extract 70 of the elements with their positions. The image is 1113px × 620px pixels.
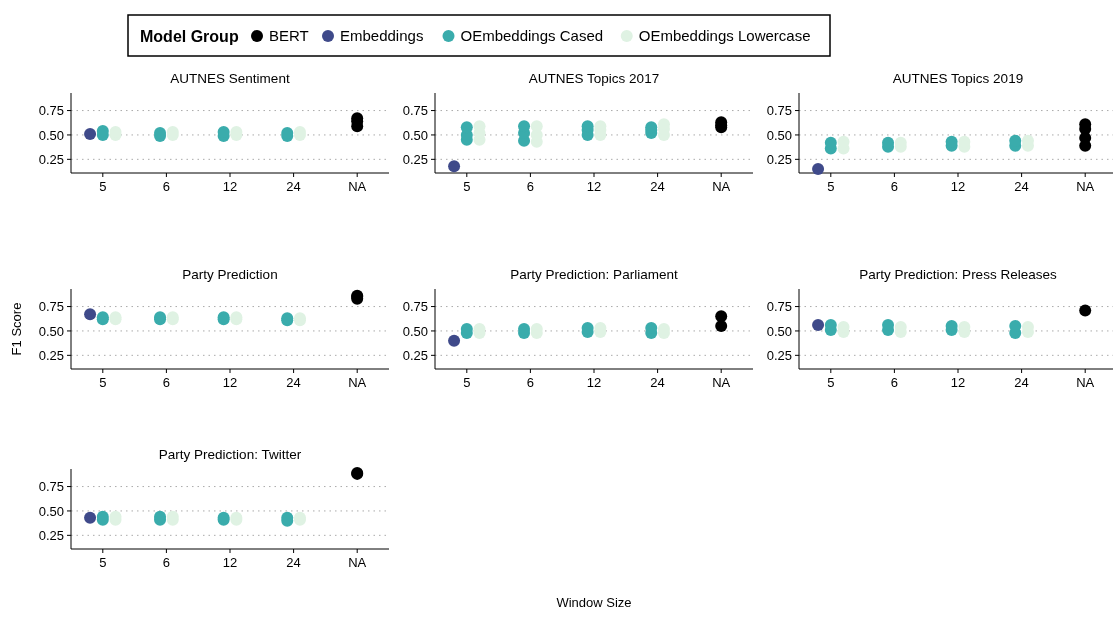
x-tick-label: 12 bbox=[586, 179, 602, 194]
legend-title: Model Group bbox=[140, 27, 239, 45]
x-tick-label: 5 bbox=[99, 375, 107, 390]
x-tick-label: 24 bbox=[286, 179, 301, 194]
x-tick-label: 6 bbox=[890, 179, 899, 194]
x-tick-label: NA bbox=[1076, 179, 1095, 194]
y-tick-label: 0.75 bbox=[38, 103, 64, 119]
y-tick-label: 0.25 bbox=[402, 347, 428, 363]
legend-label: OEmbeddings Cased bbox=[460, 27, 604, 45]
x-tick-label: NA bbox=[712, 375, 731, 390]
x-tick-label: 5 bbox=[827, 179, 835, 194]
y-tick-label: 0.25 bbox=[766, 347, 792, 363]
legend-label: BERT bbox=[269, 27, 309, 45]
y-tick-label: 0.25 bbox=[402, 151, 428, 167]
chart-title: Party Prediction: Parliament bbox=[510, 267, 678, 282]
x-tick-label: 6 bbox=[526, 375, 535, 390]
chart-title: AUTNES Topics 2017 bbox=[528, 71, 660, 86]
y-tick-label: 0.50 bbox=[38, 503, 64, 519]
y-tick-label: 0.50 bbox=[38, 127, 64, 143]
x-tick-label: NA bbox=[348, 179, 367, 194]
x-tick-label: 24 bbox=[650, 375, 665, 390]
x-tick-label: 24 bbox=[286, 375, 301, 390]
x-tick-label: 12 bbox=[586, 375, 602, 390]
x-tick-label: 24 bbox=[286, 555, 301, 570]
y-tick-label: 0.75 bbox=[766, 299, 792, 315]
x-tick-label: 6 bbox=[162, 555, 171, 570]
chart-title: Party Prediction bbox=[182, 267, 278, 282]
x-tick-label: 12 bbox=[222, 375, 238, 390]
legend-label: OEmbeddings Lowercase bbox=[638, 27, 811, 45]
x-tick-label: 5 bbox=[463, 179, 471, 194]
y-tick-label: 0.75 bbox=[38, 299, 64, 315]
x-tick-label: 24 bbox=[1014, 375, 1029, 390]
y-tick-label: 0.75 bbox=[766, 103, 792, 119]
y-axis-title: F1 Score bbox=[9, 302, 24, 356]
y-tick-label: 0.50 bbox=[402, 323, 428, 339]
x-tick-label: 24 bbox=[650, 179, 665, 194]
x-tick-label: 5 bbox=[99, 179, 107, 194]
y-tick-label: 0.50 bbox=[766, 127, 792, 143]
y-tick-label: 0.50 bbox=[38, 323, 64, 339]
x-tick-label: 12 bbox=[950, 375, 966, 390]
y-tick-label: 0.25 bbox=[38, 151, 64, 167]
chart-title: Party Prediction: Press Releases bbox=[859, 267, 1057, 282]
chart-title: Party Prediction: Twitter bbox=[158, 447, 302, 462]
x-axis-title: Window Size bbox=[556, 595, 632, 610]
chart-title: AUTNES Sentiment bbox=[170, 71, 290, 86]
legend-label: Embeddings bbox=[340, 27, 424, 45]
y-tick-label: 0.75 bbox=[402, 103, 428, 119]
y-tick-label: 0.75 bbox=[402, 299, 428, 315]
x-tick-label: 6 bbox=[890, 375, 899, 390]
x-tick-label: NA bbox=[348, 555, 367, 570]
x-tick-label: 12 bbox=[222, 179, 238, 194]
y-tick-label: 0.25 bbox=[766, 151, 792, 167]
x-tick-label: 6 bbox=[526, 179, 535, 194]
x-tick-label: NA bbox=[348, 375, 367, 390]
y-tick-label: 0.75 bbox=[38, 479, 64, 495]
x-tick-label: NA bbox=[712, 179, 731, 194]
y-tick-label: 0.50 bbox=[766, 323, 792, 339]
x-tick-label: 12 bbox=[222, 555, 238, 570]
chart-title: AUTNES Topics 2019 bbox=[892, 71, 1024, 86]
x-tick-label: 5 bbox=[463, 375, 471, 390]
x-tick-label: NA bbox=[1076, 375, 1095, 390]
x-tick-label: 6 bbox=[162, 375, 171, 390]
y-tick-label: 0.25 bbox=[38, 347, 64, 363]
x-tick-label: 24 bbox=[1014, 179, 1029, 194]
x-tick-label: 12 bbox=[950, 179, 966, 194]
y-tick-label: 0.50 bbox=[402, 127, 428, 143]
x-tick-label: 5 bbox=[827, 375, 835, 390]
y-tick-label: 0.25 bbox=[38, 527, 64, 543]
x-tick-label: 5 bbox=[99, 555, 107, 570]
x-tick-label: 6 bbox=[162, 179, 171, 194]
